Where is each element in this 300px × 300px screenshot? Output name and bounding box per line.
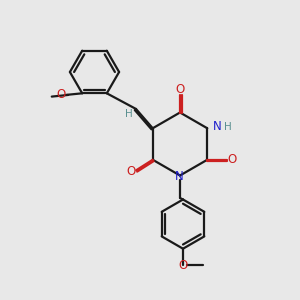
Text: O: O: [176, 82, 184, 96]
Text: N: N: [213, 120, 221, 133]
Text: O: O: [126, 165, 136, 178]
Text: O: O: [178, 259, 188, 272]
Text: H: H: [224, 122, 232, 132]
Text: N: N: [175, 169, 184, 183]
Text: H: H: [124, 110, 132, 119]
Text: O: O: [228, 153, 237, 166]
Text: O: O: [57, 88, 66, 101]
